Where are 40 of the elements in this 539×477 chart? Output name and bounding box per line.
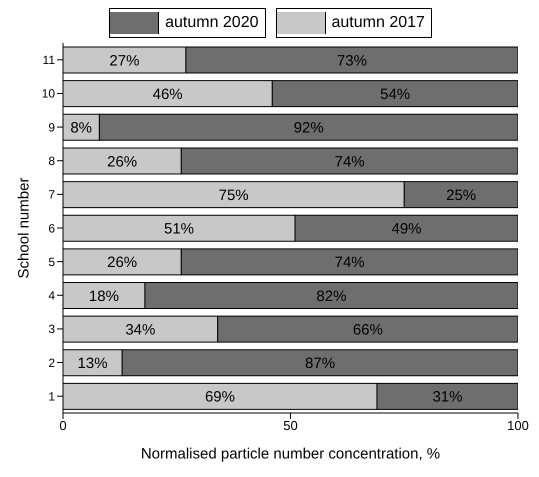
y-axis-title: School number <box>15 178 32 278</box>
y-tick-label: 3 <box>48 322 56 336</box>
data-label: 31% <box>432 388 462 406</box>
data-label: 26% <box>107 153 138 170</box>
y-tick-label: 6 <box>48 221 56 236</box>
data-label: 69% <box>204 388 235 406</box>
data-label: 8% <box>70 120 92 137</box>
data-label: 49% <box>392 220 422 238</box>
y-tick-label: 10 <box>42 86 56 101</box>
legend-label: autumn 2020 <box>164 14 260 32</box>
x-axis-title: Normalised particle number concentration, % <box>140 446 440 463</box>
x-tick-label: 0 <box>59 418 67 434</box>
data-label: 51% <box>164 220 194 238</box>
y-tick-label: 8 <box>48 154 56 168</box>
data-label: 92% <box>294 120 324 137</box>
y-tick-label: 2 <box>48 356 56 370</box>
data-label: 27% <box>109 52 140 70</box>
y-tick-label: 4 <box>48 288 56 303</box>
data-label: 74% <box>334 254 365 272</box>
data-label: 75% <box>218 186 249 204</box>
data-label: 82% <box>316 288 346 305</box>
x-tick-label: 100 <box>507 418 529 434</box>
x-tick-label: 50 <box>283 418 298 434</box>
data-label: 34% <box>125 321 156 338</box>
y-tick-label: 11 <box>42 53 56 68</box>
data-label: 54% <box>380 86 410 103</box>
y-tick-label: 9 <box>48 120 56 134</box>
data-label: 73% <box>336 52 367 70</box>
data-label: 13% <box>78 355 108 372</box>
data-label: 66% <box>352 321 383 338</box>
data-label: 74% <box>334 153 365 170</box>
data-label: 87% <box>305 355 336 372</box>
data-label: 26% <box>107 254 138 272</box>
data-label: 46% <box>152 86 183 103</box>
data-label: 25% <box>446 186 476 204</box>
data-label: 18% <box>88 288 119 305</box>
y-tick-label: 5 <box>48 254 56 269</box>
y-tick-label: 7 <box>48 188 56 202</box>
y-tick-label: 1 <box>48 389 56 404</box>
legend-label: autumn 2017 <box>330 14 426 32</box>
